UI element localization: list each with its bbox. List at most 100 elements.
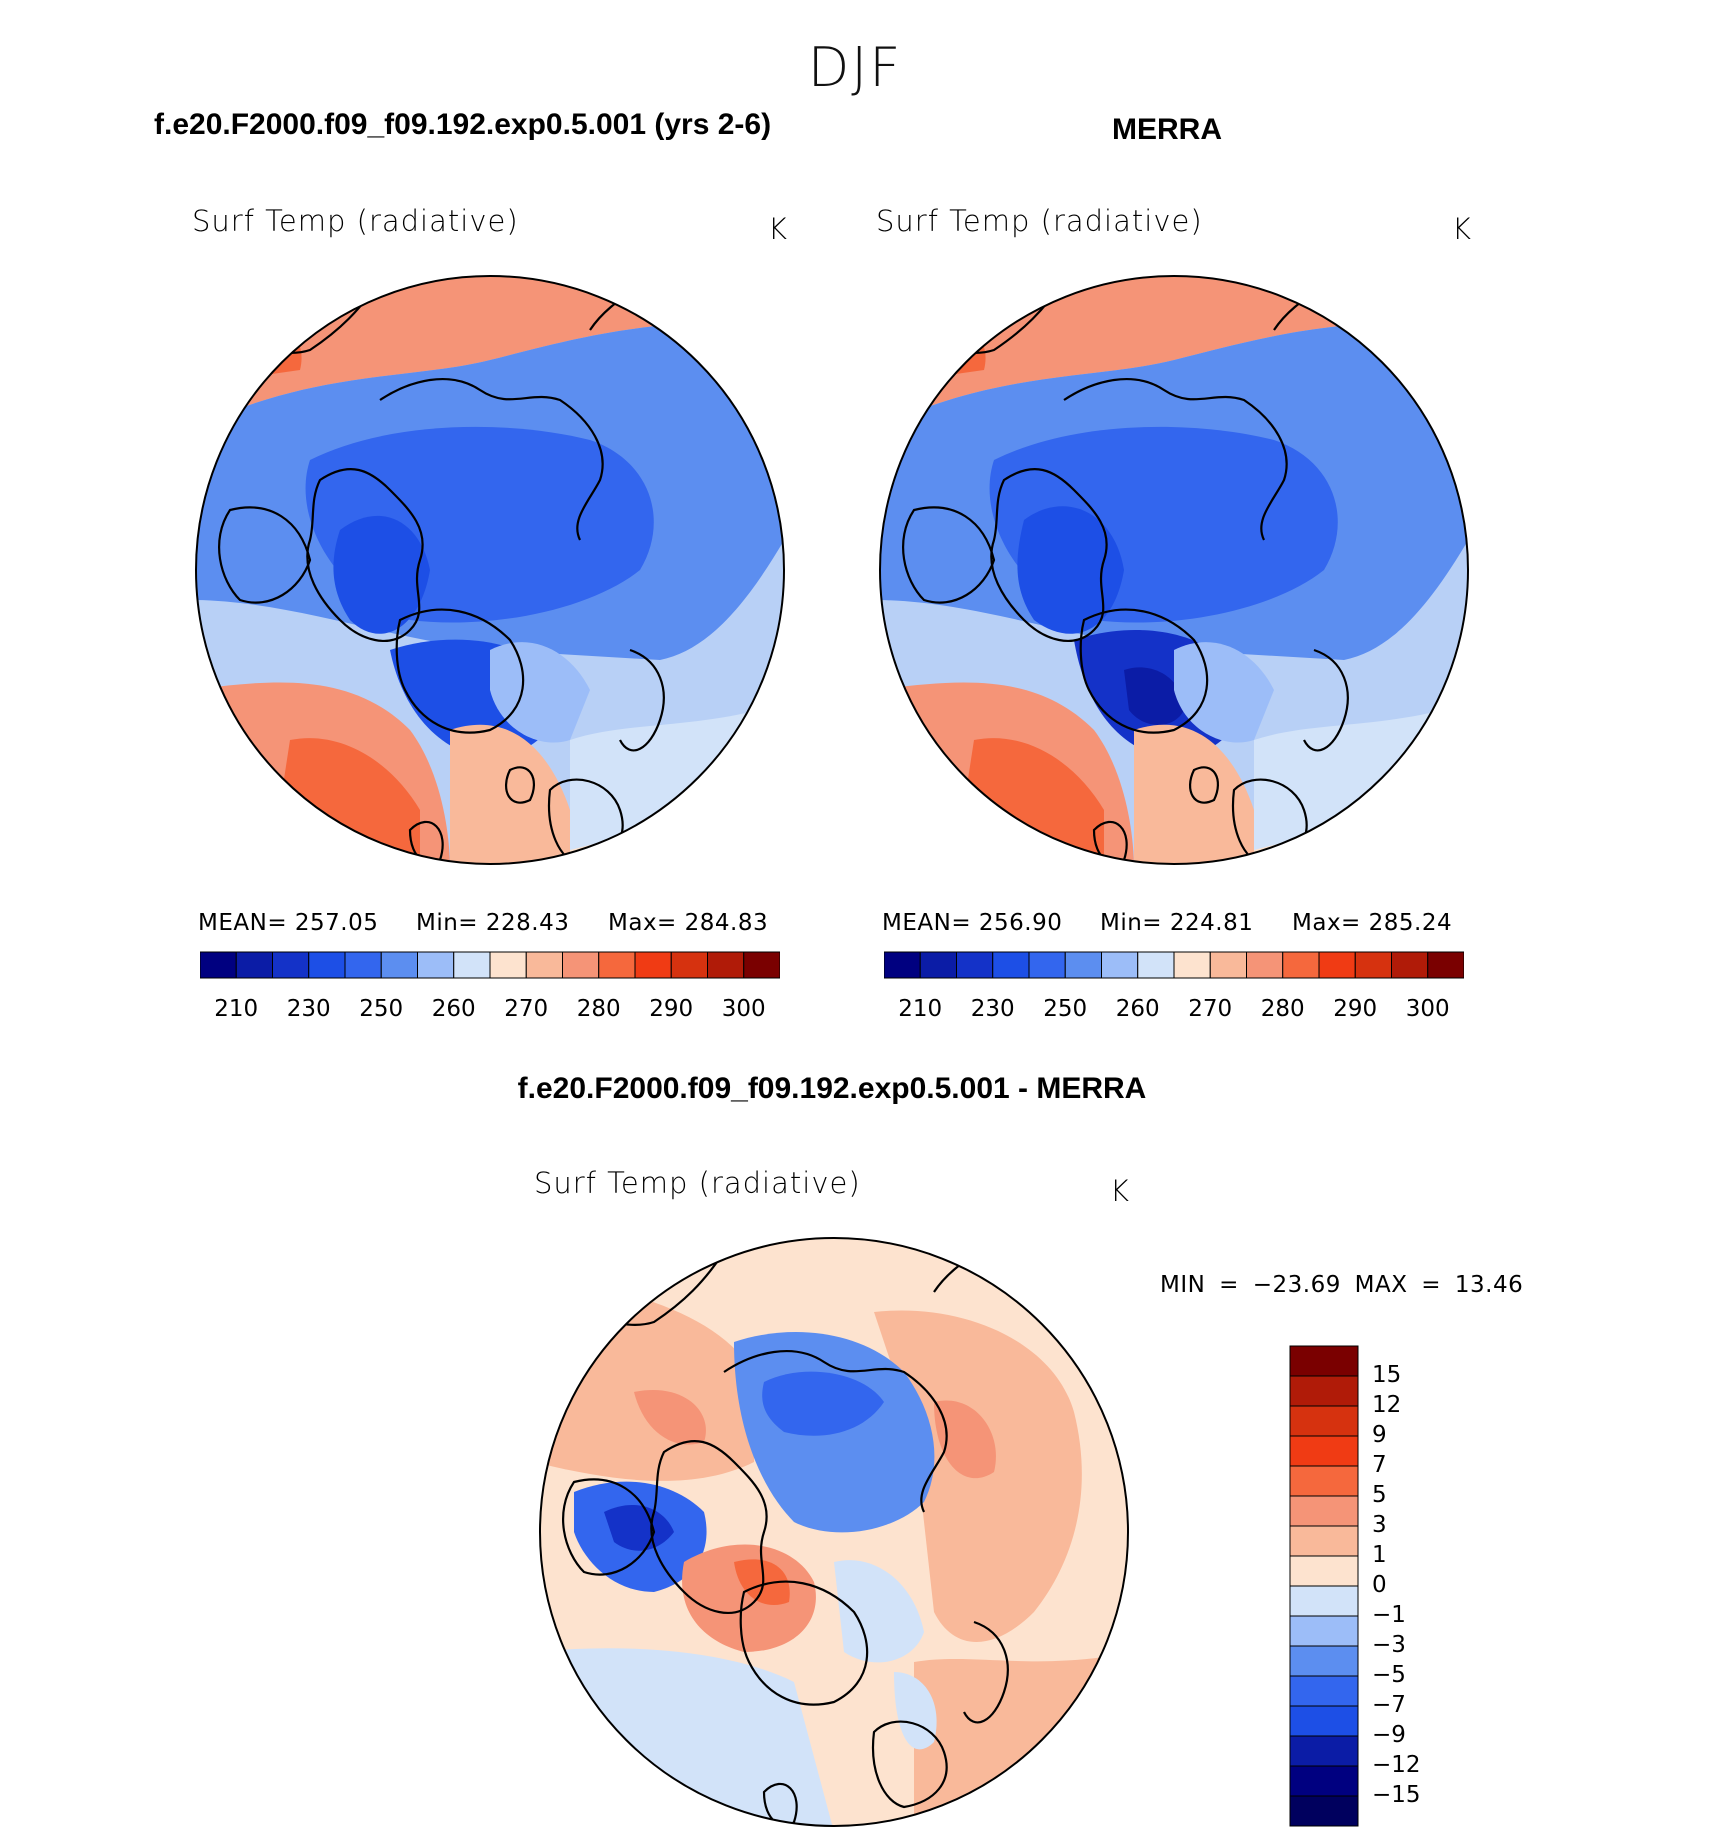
diff-colorbar-tick-label: 5 <box>1372 1482 1387 1508</box>
obs-colorbar-box <box>1101 951 1139 979</box>
diff-units-label: K <box>1110 1174 1131 1208</box>
obs-colorbar-box <box>1427 951 1464 979</box>
obs-variable-label: Surf Temp (radiative) <box>876 204 1203 238</box>
model-colorbar-box <box>272 951 310 979</box>
obs-colorbar-box <box>1354 951 1392 979</box>
model-variable-label: Surf Temp (radiative) <box>192 204 519 238</box>
diff-colorbar-tick-label: 0 <box>1372 1572 1387 1598</box>
obs-colorbar-tick-label: 290 <box>1333 996 1378 1022</box>
obs-colorbar-box <box>956 951 994 979</box>
model-min-label: Min= <box>416 910 479 936</box>
model-colorbar-box <box>598 951 636 979</box>
diff-colorbar-tick-label: −1 <box>1372 1602 1406 1628</box>
diff-colorbar <box>1289 1345 1359 1827</box>
diff-colorbar-tick-label: −9 <box>1372 1722 1406 1748</box>
diff-coastlines <box>553 1238 1009 1826</box>
model-colorbar-box <box>525 951 563 979</box>
diff-min-max: MIN = −23.69 MAX = 13.46 <box>1160 1272 1524 1298</box>
model-colorbar-box <box>489 951 527 979</box>
obs-colorbar-tick-label: 210 <box>898 996 943 1022</box>
model-colorbar-tick-label: 230 <box>286 996 331 1022</box>
diff-colorbar-box <box>1289 1435 1359 1467</box>
obs-case-title: MERRA <box>1112 113 1222 146</box>
diff-colorbar-tick-label: −12 <box>1372 1752 1421 1778</box>
obs-colorbar-tick-label: 260 <box>1115 996 1160 1022</box>
model-colorbar-tick-label: 210 <box>214 996 259 1022</box>
diff-colorbar-box <box>1289 1375 1359 1407</box>
obs-mean-stat: MEAN= 256.90 <box>882 910 1062 936</box>
obs-mean-value: 256.90 <box>978 910 1063 936</box>
model-max-stat: Max= 284.83 <box>608 910 768 936</box>
obs-colorbar-box <box>884 951 921 979</box>
diff-colorbar-tick-label: 9 <box>1372 1422 1387 1448</box>
obs-colorbar-box <box>1282 951 1320 979</box>
model-colorbar-ticks: 210 230 250 260 270 280 290 300 <box>200 990 780 1022</box>
obs-colorbar-ticks: 210 230 250 260 270 280 290 300 <box>884 990 1464 1022</box>
diff-colorbar-box <box>1289 1675 1359 1707</box>
obs-colorbar-box <box>1209 951 1247 979</box>
model-colorbar-tick-label: 300 <box>721 996 766 1022</box>
model-colorbar <box>200 951 780 979</box>
obs-colorbar-box <box>919 951 957 979</box>
obs-colorbar-tick-label: 280 <box>1260 996 1305 1022</box>
model-colorbar-tick-label: 260 <box>431 996 476 1022</box>
diff-map-border <box>539 1237 1129 1827</box>
diff-colorbar-box <box>1289 1525 1359 1557</box>
obs-min-label: Min= <box>1100 910 1163 936</box>
obs-colorbar-tick-label: 270 <box>1188 996 1233 1022</box>
diff-colorbar-tick-label: 7 <box>1372 1452 1387 1478</box>
obs-colorbar <box>884 951 1464 979</box>
diff-colorbar-box <box>1289 1555 1359 1587</box>
obs-min-stat: Min= 224.81 <box>1100 910 1253 936</box>
model-max-value: 284.83 <box>684 910 769 936</box>
obs-polar-map <box>879 275 1469 865</box>
obs-map-border <box>879 275 1469 865</box>
obs-colorbar-box <box>1391 951 1429 979</box>
diff-variable-label: Surf Temp (radiative) <box>534 1166 861 1200</box>
obs-units-label: K <box>1452 212 1473 246</box>
model-colorbar-box <box>743 951 780 979</box>
obs-colorbar-box <box>1064 951 1102 979</box>
diff-colorbar-box <box>1289 1645 1359 1677</box>
diff-colorbar-box <box>1289 1585 1359 1617</box>
model-colorbar-box <box>344 951 382 979</box>
diff-colorbar-box <box>1289 1765 1359 1797</box>
model-map-border <box>195 275 785 865</box>
model-min-value: 228.43 <box>485 910 570 936</box>
diff-colorbar-box <box>1289 1345 1359 1377</box>
model-colorbar-box <box>200 951 237 979</box>
diff-colorbar-tick-label: −3 <box>1372 1632 1406 1658</box>
diff-colorbar-tick-label: −7 <box>1372 1692 1406 1718</box>
model-colorbar-tick-label: 270 <box>504 996 549 1022</box>
diff-colorbar-tick-label: 3 <box>1372 1512 1387 1538</box>
model-colorbar-box <box>417 951 455 979</box>
model-mean-label: MEAN= <box>198 910 288 936</box>
obs-colorbar-box <box>1137 951 1175 979</box>
model-mean-value: 257.05 <box>294 910 379 936</box>
diff-case-title: f.e20.F2000.f09_f09.192.exp0.5.001 - MER… <box>517 1072 1147 1105</box>
model-mean-stat: MEAN= 257.05 <box>198 910 378 936</box>
model-colorbar-box <box>235 951 273 979</box>
model-colorbar-box <box>707 951 745 979</box>
obs-colorbar-tick-label: 300 <box>1405 996 1450 1022</box>
model-colorbar-box <box>562 951 600 979</box>
obs-colorbar-box <box>1173 951 1211 979</box>
obs-max-stat: Max= 285.24 <box>1292 910 1452 936</box>
model-colorbar-tick-label: 280 <box>576 996 621 1022</box>
diff-colorbar-tick-label: 12 <box>1372 1392 1402 1418</box>
model-colorbar-tick-label: 290 <box>649 996 694 1022</box>
diff-colorbar-box <box>1289 1615 1359 1647</box>
diff-polar-map <box>539 1237 1129 1827</box>
diff-colorbar-box <box>1289 1795 1359 1827</box>
obs-colorbar-box <box>992 951 1030 979</box>
obs-mean-label: MEAN= <box>882 910 972 936</box>
diff-colorbar-tick-label: −5 <box>1372 1662 1406 1688</box>
diff-colorbar-box <box>1289 1465 1359 1497</box>
obs-min-value: 224.81 <box>1169 910 1254 936</box>
diff-colorbar-tick-label: 1 <box>1372 1542 1387 1568</box>
model-polar-map <box>195 275 785 865</box>
model-colorbar-tick-label: 250 <box>359 996 404 1022</box>
model-colorbar-box <box>308 951 346 979</box>
obs-colorbar-box <box>1246 951 1284 979</box>
model-colorbar-box <box>453 951 491 979</box>
